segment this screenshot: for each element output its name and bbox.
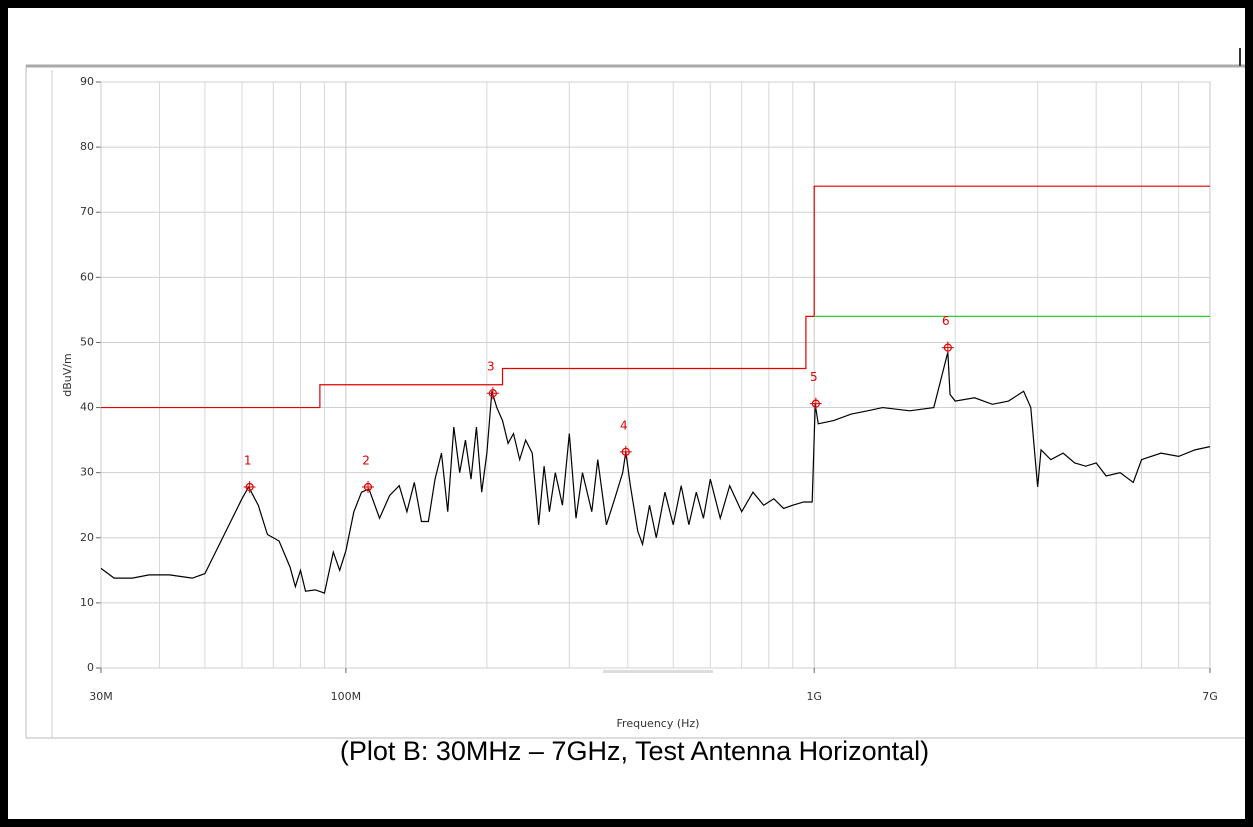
- y-tick-label: 20: [80, 531, 94, 544]
- x-tick-label: 100M: [331, 690, 362, 703]
- y-tick-label: 70: [80, 205, 94, 218]
- marker-label: 4: [620, 418, 628, 432]
- y-tick-label: 90: [80, 75, 94, 88]
- marker-cross: [243, 480, 256, 493]
- y-tick-label: 60: [80, 270, 94, 283]
- marker-label: 6: [942, 314, 950, 328]
- marker-label: 1: [244, 453, 252, 467]
- marker-cross: [941, 341, 954, 354]
- marker-cross: [809, 397, 822, 410]
- marker-label: 2: [362, 453, 370, 467]
- x-tick-label: 7G: [1202, 690, 1218, 703]
- x-tick-label: 1G: [806, 690, 822, 703]
- y-tick-label: 50: [80, 335, 94, 348]
- series-line: [101, 185, 1210, 409]
- y-tick-label: 80: [80, 140, 94, 153]
- scroll-thumb: [603, 670, 713, 673]
- marker-cross: [486, 387, 499, 400]
- y-tick-label: 0: [87, 661, 94, 674]
- y-tick-label: 10: [80, 596, 94, 609]
- chart: Frequency (Hz) dBuV/m 0 10 20 30 40 50 60 70 80 9…: [25, 48, 1245, 739]
- marker-cross: [362, 480, 375, 493]
- plot-area: [100, 81, 1211, 669]
- series-line: [100, 352, 1211, 594]
- caption: (Plot B: 30MHz – 7GHz, Test Antenna Hori…: [339, 736, 930, 766]
- y-tick-label: 30: [80, 466, 94, 479]
- y-axis-label: dBuV/m: [61, 353, 74, 396]
- x-axis-label: Frequency (Hz): [617, 717, 700, 730]
- marker-cross: [619, 445, 632, 458]
- y-tick-label: 40: [80, 401, 94, 414]
- marker-label: 5: [810, 370, 818, 384]
- x-tick-label: 30M: [89, 690, 113, 703]
- marker-label: 3: [487, 360, 495, 374]
